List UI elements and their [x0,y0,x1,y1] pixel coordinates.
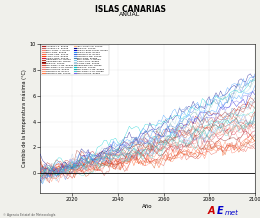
Text: met: met [225,210,239,216]
X-axis label: Año: Año [142,204,153,209]
Text: © Agencia Estatal de Meteorología: © Agencia Estatal de Meteorología [3,213,55,217]
Text: A: A [208,206,216,216]
Y-axis label: Cambio de la temperatura máxima (°C): Cambio de la temperatura máxima (°C) [22,69,27,167]
Text: E: E [217,206,224,216]
Text: ANUAL: ANUAL [119,12,141,17]
Text: ISLAS CANARIAS: ISLAS CANARIAS [95,5,165,14]
Legend: ACCESS1-0. RCP45, ACCESS1-3. RCP45, BCC-CSM1-1. RCP45, BNU-ESM. RCP45, CNRM-CM5.: ACCESS1-0. RCP45, ACCESS1-3. RCP45, BCC-… [42,45,109,75]
